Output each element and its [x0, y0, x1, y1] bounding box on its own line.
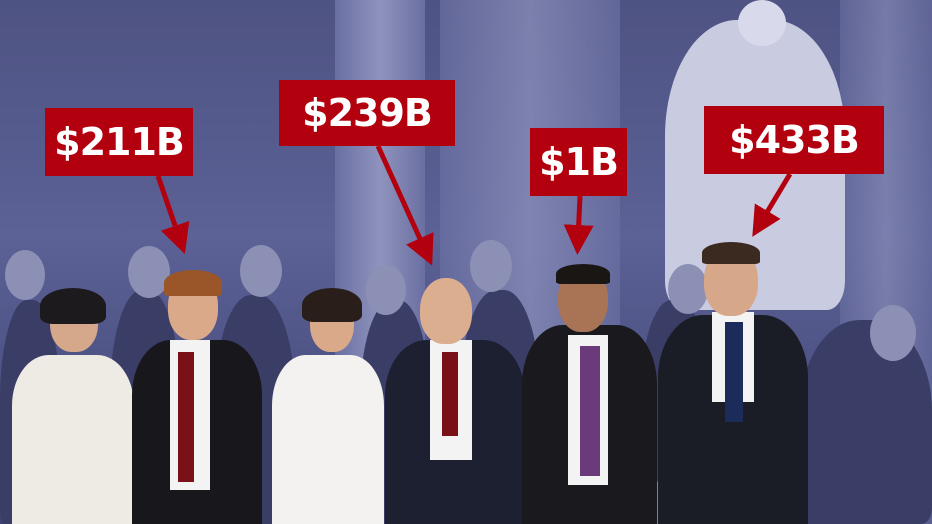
arrow-211b: [155, 175, 190, 255]
net-worth-label-bezos: $239B: [279, 80, 455, 146]
crowd-head: [668, 264, 708, 314]
crowd-head: [240, 245, 282, 297]
statue-head: [738, 0, 786, 46]
net-worth-label-zuckerberg: $211B: [45, 108, 193, 176]
crowd-head: [470, 240, 512, 292]
crowd-person: [800, 320, 932, 524]
arrow-433b: [752, 172, 793, 237]
arrow-239b: [375, 144, 434, 266]
net-worth-label-pichai: $1B: [530, 128, 627, 196]
arrow-1b: [563, 195, 594, 255]
crowd-head: [366, 265, 406, 315]
net-worth-label-musk: $433B: [704, 106, 884, 174]
crowd-head: [128, 246, 170, 298]
crowd-head: [870, 305, 916, 361]
crowd-head: [5, 250, 45, 300]
